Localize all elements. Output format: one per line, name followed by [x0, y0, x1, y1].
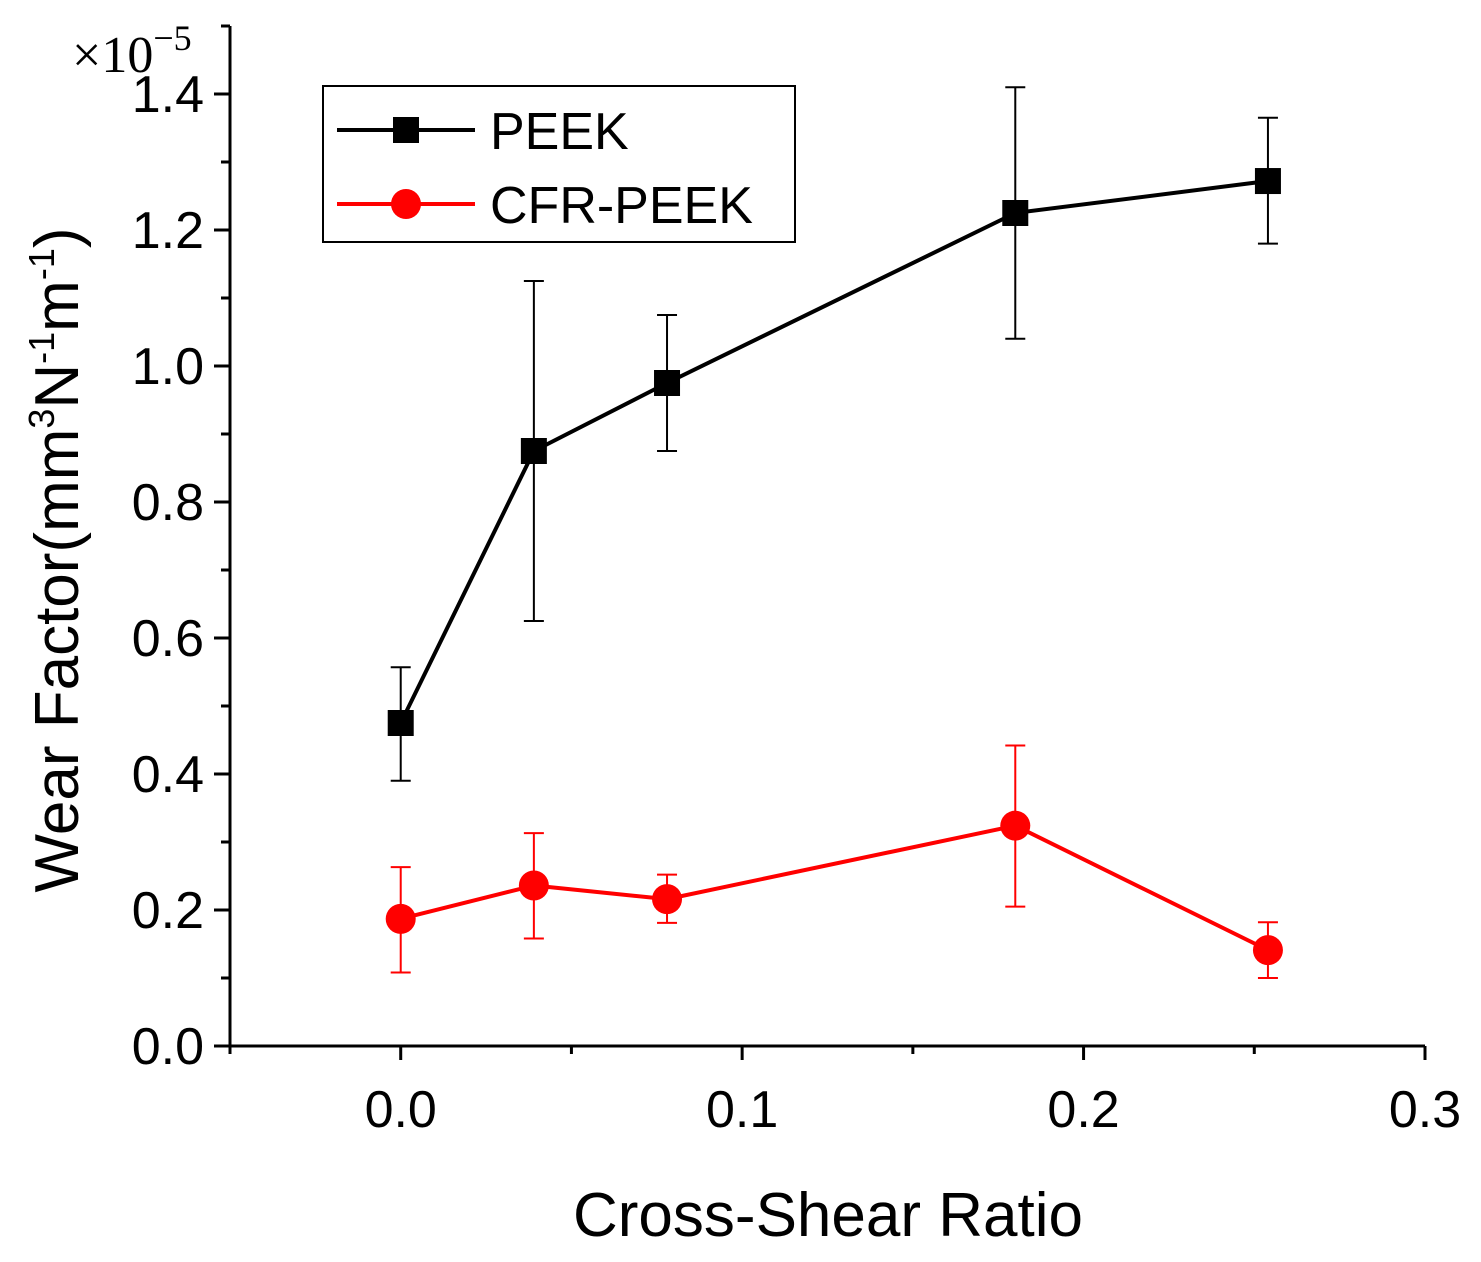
- legend-cfr-peek-label: CFR-PEEK: [490, 177, 753, 235]
- y-axis: 0.0 0.2 0.4 0.6 0.8 1.0 1.2 1.4: [132, 24, 230, 1076]
- x-tick-label: 0.0: [365, 1081, 437, 1139]
- y-tick-label: 0.8: [132, 474, 204, 532]
- series-cfr-peek: [385, 744, 1283, 979]
- y-tick-label: 1.4: [132, 66, 204, 124]
- data-point: [518, 870, 549, 901]
- legend-cfr-peek-marker: [391, 189, 421, 219]
- data-point: [654, 370, 681, 396]
- x-tick-label: 0.3: [1389, 1081, 1461, 1139]
- legend-peek-marker: [393, 117, 419, 143]
- x-axis-title: Cross-Shear Ratio: [573, 1181, 1083, 1250]
- data-point: [387, 710, 414, 736]
- legend-peek-label: PEEK: [490, 103, 629, 161]
- y-axis-title: Wear Factor(mm3N-1m-1): [21, 227, 92, 892]
- x-tick-label: 0.2: [1047, 1081, 1119, 1139]
- data-point: [1252, 935, 1283, 966]
- data-point: [385, 903, 416, 934]
- data-point: [652, 884, 683, 915]
- y-tick-label: 0.0: [132, 1018, 204, 1076]
- series-layer: [385, 86, 1283, 979]
- series-peek: [387, 86, 1281, 782]
- y-tick-label: 0.2: [132, 882, 204, 940]
- y-tick-label: 1.2: [132, 202, 204, 260]
- y-tick-label: 0.4: [132, 746, 204, 804]
- y-tick-label: 1.0: [132, 338, 204, 396]
- data-point: [520, 438, 547, 464]
- legend: PEEK CFR-PEEK: [322, 85, 796, 243]
- data-point: [1002, 200, 1029, 226]
- plot-frame: [228, 26, 1425, 1048]
- y-tick-label: 0.6: [132, 610, 204, 668]
- y-axis-multiplier: ×10−5: [72, 18, 192, 84]
- x-tick-label: 0.1: [706, 1081, 778, 1139]
- x-axis: 0.0 0.1 0.2 0.3: [228, 1046, 1461, 1139]
- data-point: [1254, 168, 1281, 195]
- data-point: [1000, 810, 1031, 841]
